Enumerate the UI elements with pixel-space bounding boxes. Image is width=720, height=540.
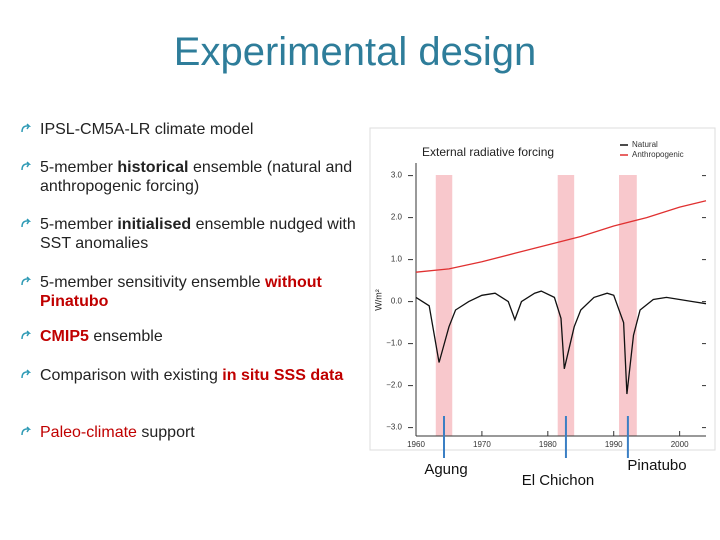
shaded-period xyxy=(619,175,637,436)
x-tick-label: 1980 xyxy=(539,440,557,449)
legend-label: Anthropogenic xyxy=(632,150,684,159)
bullet-text: IPSL-CM5A-LR climate model xyxy=(40,121,254,138)
bullet-text: 5-member sensitivity ensemble xyxy=(40,274,265,291)
bullet-icon xyxy=(21,218,32,228)
bullet-icon xyxy=(21,161,32,171)
bullet-text: ensemble (natural and anthropogenic forc… xyxy=(40,159,353,195)
series-line xyxy=(415,200,707,273)
series-line xyxy=(415,290,707,395)
bullet-icon xyxy=(21,123,32,133)
y-tick-label: 2.0 xyxy=(391,213,403,222)
volcano-label: Agung xyxy=(424,461,467,478)
bullet-text: 5-member xyxy=(40,216,118,233)
volcano-label: Pinatubo xyxy=(627,457,686,474)
bullet: Paleo-climate support xyxy=(21,423,362,442)
y-tick-label: −1.0 xyxy=(386,339,402,348)
bullet-text: support xyxy=(136,424,195,441)
bullet-text: ensemble nudged with SST anomalies xyxy=(40,216,356,252)
shaded-period xyxy=(557,175,575,436)
chart-frame xyxy=(369,127,716,451)
bullet-text: Comparison with existing xyxy=(40,367,223,384)
bullet: CMIP5 ensemble xyxy=(21,327,362,346)
y-tick-label: 3.0 xyxy=(391,171,403,180)
bullet-icon xyxy=(21,369,32,379)
y-tick-label: 0.0 xyxy=(391,297,403,306)
bullet-text: ensemble xyxy=(88,328,163,345)
bullet-text: 5-member xyxy=(40,159,118,176)
x-tick-label: 1990 xyxy=(605,440,623,449)
bullet: 5-member historical ensemble (natural an… xyxy=(21,158,362,196)
bullet-icon xyxy=(21,330,32,340)
y-tick-label: −3.0 xyxy=(386,423,402,432)
x-tick-label: 2000 xyxy=(671,440,689,449)
bullet: Comparison with existing in situ SSS dat… xyxy=(21,366,362,385)
shaded-period xyxy=(435,175,453,436)
bullet: 5-member initialised ensemble nudged wit… xyxy=(21,215,362,253)
bullet-text: historical xyxy=(117,159,189,176)
bullet: 5-member sensitivity ensemble without Pi… xyxy=(21,273,362,311)
x-tick-label: 1970 xyxy=(473,440,491,449)
slide-title: Experimental design xyxy=(173,30,537,74)
legend-label: Natural xyxy=(632,140,658,149)
volcano-label: El Chichon xyxy=(522,472,595,489)
bullet: IPSL-CM5A-LR climate model xyxy=(21,120,362,139)
bullet-text: in situ SSS data xyxy=(222,367,344,384)
x-tick-label: 1960 xyxy=(407,440,425,449)
y-axis-label: W/m² xyxy=(373,289,383,311)
bullet-icon xyxy=(21,276,32,286)
chart-title: External radiative forcing xyxy=(422,145,554,159)
y-tick-label: −2.0 xyxy=(386,381,402,390)
bullet-icon xyxy=(21,426,32,436)
bullet-text: without Pinatubo xyxy=(40,274,322,310)
bullet-text: Paleo-climate xyxy=(40,424,137,441)
y-tick-label: 1.0 xyxy=(391,255,403,264)
bullet-text: CMIP5 xyxy=(40,328,89,345)
bullet-text: initialised xyxy=(117,216,192,233)
